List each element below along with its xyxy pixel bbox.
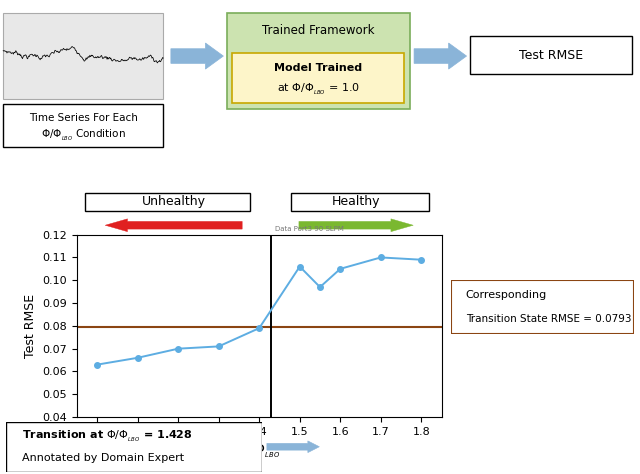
FancyBboxPatch shape — [470, 36, 632, 74]
Text: Time Series For Each: Time Series For Each — [29, 113, 138, 123]
FancyArrow shape — [299, 219, 413, 232]
Text: Trained Framework: Trained Framework — [262, 24, 374, 37]
FancyArrow shape — [414, 43, 467, 69]
Text: Unhealthy: Unhealthy — [141, 195, 205, 208]
FancyArrow shape — [267, 441, 319, 453]
FancyBboxPatch shape — [291, 193, 429, 211]
FancyArrow shape — [171, 43, 223, 69]
FancyArrow shape — [105, 219, 242, 232]
Text: Test RMSE: Test RMSE — [519, 49, 583, 62]
Text: Data Port3 90 SLPM: Data Port3 90 SLPM — [275, 226, 344, 232]
Text: Annotated by Domain Expert: Annotated by Domain Expert — [22, 453, 184, 463]
Text: Transition at $\Phi/\Phi_{_{\mathit{LBO}}}$ = 1.428: Transition at $\Phi/\Phi_{_{\mathit{LBO}… — [22, 429, 193, 444]
Text: Model Trained: Model Trained — [275, 63, 362, 73]
Text: Transition State RMSE = 0.0793: Transition State RMSE = 0.0793 — [466, 314, 631, 324]
FancyBboxPatch shape — [3, 13, 163, 99]
FancyBboxPatch shape — [232, 53, 404, 103]
X-axis label: $\Phi/\Phi_{_{\mathit{LBO}}}$: $\Phi/\Phi_{_{\mathit{LBO}}}$ — [238, 442, 280, 460]
Text: at $\Phi/\Phi_{_{\mathit{LBO}}}$ = 1.0: at $\Phi/\Phi_{_{\mathit{LBO}}}$ = 1.0 — [277, 82, 360, 97]
FancyBboxPatch shape — [85, 193, 250, 211]
Text: Corresponding: Corresponding — [466, 290, 547, 300]
FancyBboxPatch shape — [3, 104, 163, 147]
FancyBboxPatch shape — [227, 13, 410, 109]
Text: Healthy: Healthy — [332, 195, 380, 208]
Text: $\Phi/\Phi_{_{\mathit{LBO}}}$ Condition: $\Phi/\Phi_{_{\mathit{LBO}}}$ Condition — [41, 128, 125, 143]
Y-axis label: Test RMSE: Test RMSE — [24, 294, 36, 358]
FancyBboxPatch shape — [451, 280, 634, 334]
FancyBboxPatch shape — [6, 422, 262, 472]
